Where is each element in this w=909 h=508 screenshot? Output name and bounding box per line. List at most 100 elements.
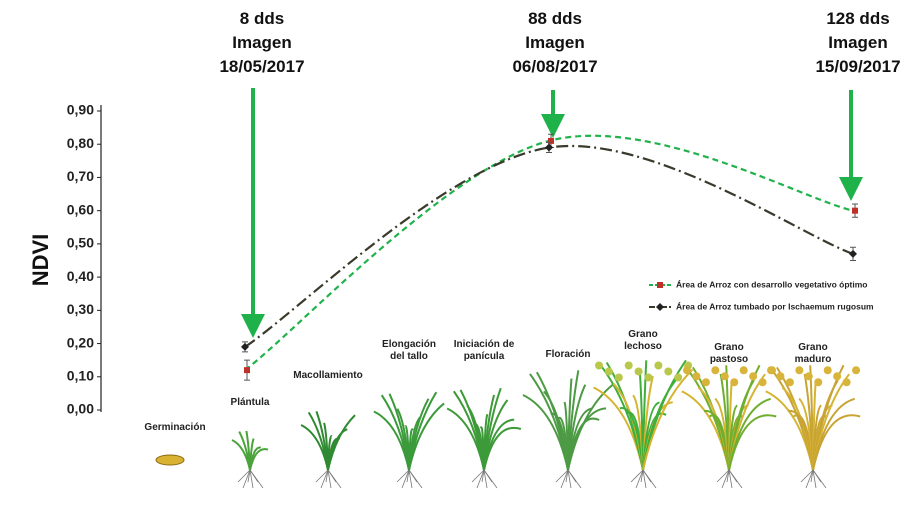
root	[729, 470, 742, 488]
grain	[767, 366, 775, 374]
plant-icon	[682, 365, 777, 488]
leaf	[729, 374, 765, 470]
legend-marker	[657, 282, 663, 288]
grain	[795, 366, 803, 374]
series-line	[245, 136, 853, 370]
stage-label: maduro	[795, 354, 832, 365]
leaf	[813, 374, 849, 470]
y-tick-label: 0,00	[67, 401, 94, 417]
grain	[625, 362, 633, 370]
root	[328, 470, 341, 488]
marker	[244, 367, 250, 373]
y-tick-label: 0,60	[67, 201, 94, 217]
root	[636, 470, 643, 488]
legend-label: Área de Arroz con desarrollo vegetativo …	[676, 279, 867, 289]
marker	[545, 144, 553, 152]
annotation: 128 dds	[826, 9, 889, 28]
plant-icon	[594, 360, 693, 488]
legend-marker	[656, 303, 664, 311]
grain	[615, 374, 623, 382]
root	[568, 470, 581, 488]
plant-icon	[301, 411, 355, 488]
root	[722, 470, 729, 488]
annotation: 18/05/2017	[219, 57, 304, 76]
grain	[852, 366, 860, 374]
chart: NDVI 0,00 0,10 0,20 0,30 0,40 0,50 0,60 0,70 0,8…	[0, 0, 909, 503]
plant-icon	[374, 392, 444, 488]
annotation: Imagen	[828, 33, 888, 52]
plant-icon	[156, 455, 184, 465]
grain	[692, 372, 700, 380]
grain	[833, 372, 841, 380]
y-tick-label: 0,80	[67, 135, 94, 151]
annotation: Imagen	[232, 33, 292, 52]
plant-icon	[766, 365, 861, 488]
stage-label: Elongación	[382, 339, 436, 350]
annotation: 15/09/2017	[815, 57, 900, 76]
grain	[730, 378, 738, 386]
grain	[645, 374, 653, 382]
leaf	[328, 415, 355, 470]
stage-label: Plántula	[231, 397, 270, 408]
root	[813, 470, 826, 488]
grain	[776, 372, 784, 380]
y-tick-label: 0,20	[67, 334, 94, 350]
stage-label: Grano	[628, 329, 657, 340]
stage-label: Macollamiento	[293, 370, 362, 381]
stage-label: del tallo	[390, 351, 428, 362]
grain	[721, 372, 729, 380]
annotation: 88 dds	[528, 9, 582, 28]
annotation: Imagen	[525, 33, 585, 52]
y-tick-label: 0,10	[67, 367, 94, 383]
grain	[664, 368, 672, 376]
stage-label: lechoso	[624, 341, 662, 352]
grain	[786, 378, 794, 386]
stage-label: Grano	[798, 342, 827, 353]
root	[477, 470, 484, 488]
grain	[749, 372, 757, 380]
grain	[805, 372, 813, 380]
grain	[711, 366, 719, 374]
root	[321, 470, 328, 488]
root	[402, 470, 409, 488]
y-tick-label: 0,70	[67, 168, 94, 184]
root	[806, 470, 813, 488]
seed	[156, 455, 184, 465]
y-tick-label: 0,50	[67, 235, 94, 251]
y-axis-label: NDVI	[28, 234, 53, 287]
root	[484, 470, 497, 488]
root	[561, 470, 568, 488]
annotation: 06/08/2017	[512, 57, 597, 76]
grain	[595, 362, 603, 370]
marker	[852, 208, 858, 214]
grain	[814, 378, 822, 386]
plant-icon	[523, 370, 613, 488]
leaf	[250, 449, 268, 470]
plant-icon	[447, 388, 521, 488]
stage-label: Floración	[545, 349, 590, 360]
plant-icon	[232, 431, 268, 488]
grain	[635, 368, 643, 376]
grain	[759, 378, 767, 386]
grain	[702, 378, 710, 386]
stage-label: Germinación	[144, 422, 205, 433]
grain	[824, 366, 832, 374]
stage-label: Grano	[714, 342, 743, 353]
root	[643, 470, 656, 488]
annotation: 8 dds	[240, 9, 284, 28]
legend-label: Área de Arroz tumbado por Ischaemum rugo…	[676, 301, 874, 311]
root	[409, 470, 422, 488]
y-tick-label: 0,30	[67, 301, 94, 317]
grain	[683, 366, 691, 374]
grain	[605, 368, 613, 376]
stage-label: panícula	[464, 351, 505, 362]
root	[250, 470, 263, 488]
grain	[654, 362, 662, 370]
grain	[674, 374, 682, 382]
y-tick-label: 0,90	[67, 102, 94, 118]
stage-label: Iniciación de	[454, 339, 515, 350]
stage-label: pastoso	[710, 354, 748, 365]
leaf	[607, 362, 643, 470]
marker	[849, 250, 857, 258]
y-tick-label: 0,40	[67, 268, 94, 284]
